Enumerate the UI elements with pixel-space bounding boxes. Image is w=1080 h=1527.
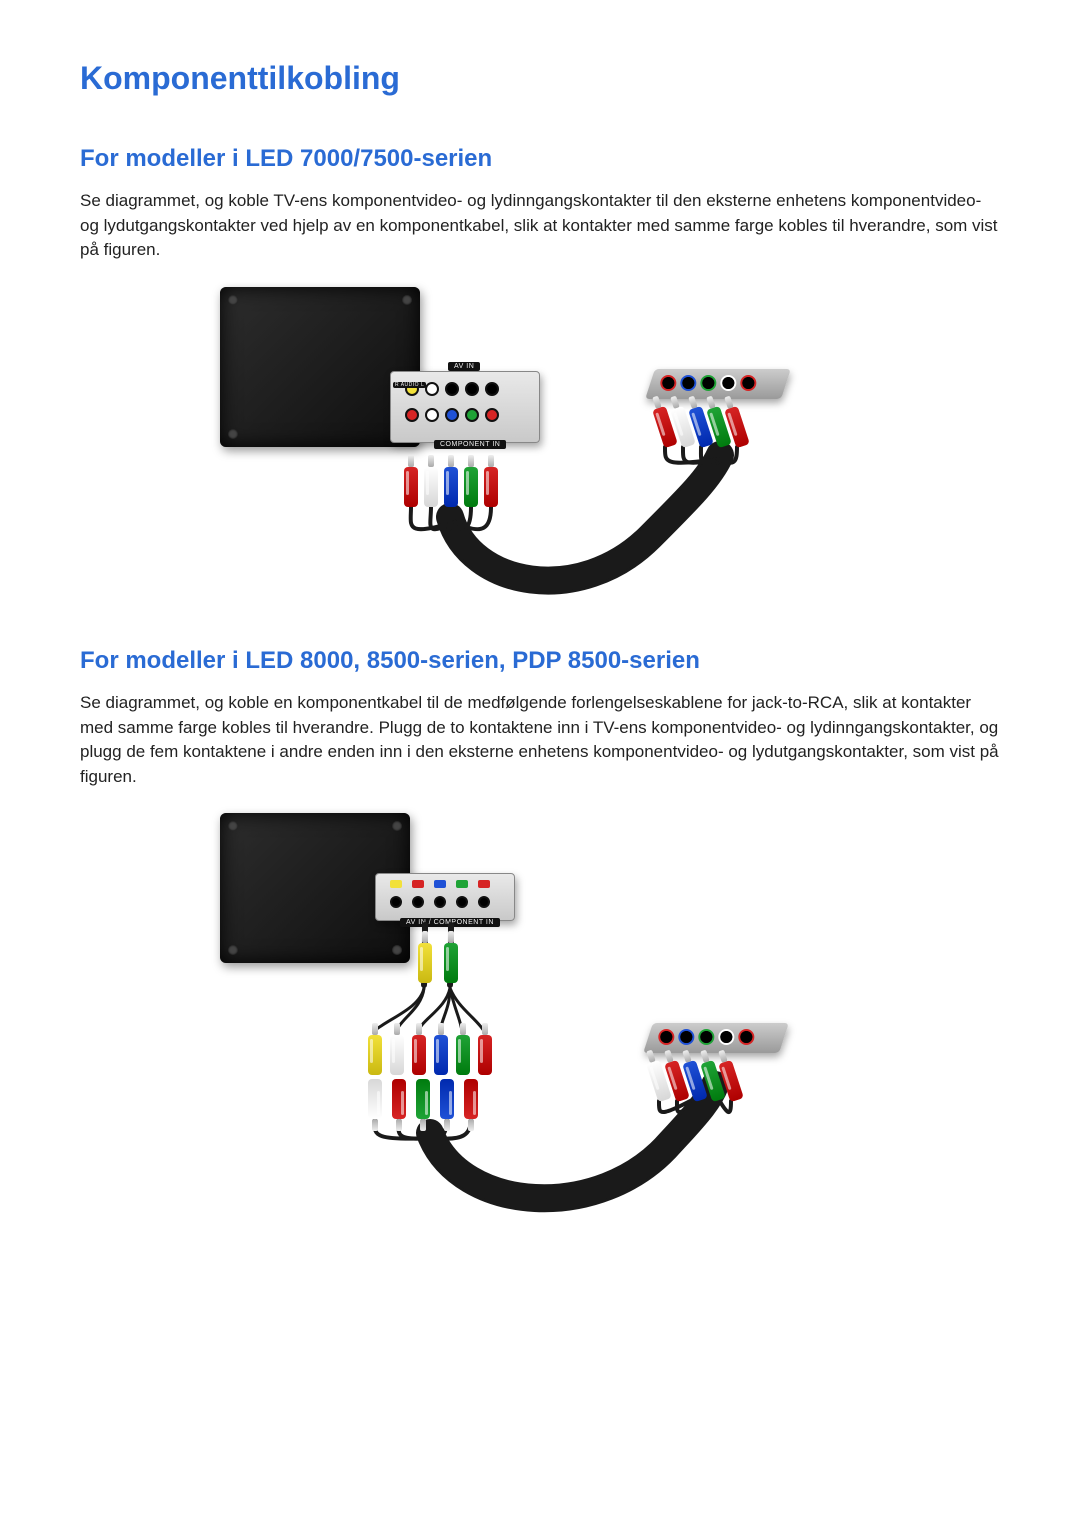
section1-diagram: AV INR AUDIO LCOMPONENT IN — [80, 287, 1000, 607]
section1-heading: For modeller i LED 7000/7500-serien — [80, 145, 1000, 173]
section1-body: Se diagrammet, og koble TV-ens komponent… — [80, 189, 1000, 263]
section2-heading: For modeller i LED 8000, 8500-serien, PD… — [80, 647, 1000, 675]
section2-body: Se diagrammet, og koble en komponentkabe… — [80, 691, 1000, 790]
page-title: Komponenttilkobling — [80, 60, 1000, 97]
section2-diagram: AV IN / COMPONENT IN — [80, 813, 1000, 1233]
